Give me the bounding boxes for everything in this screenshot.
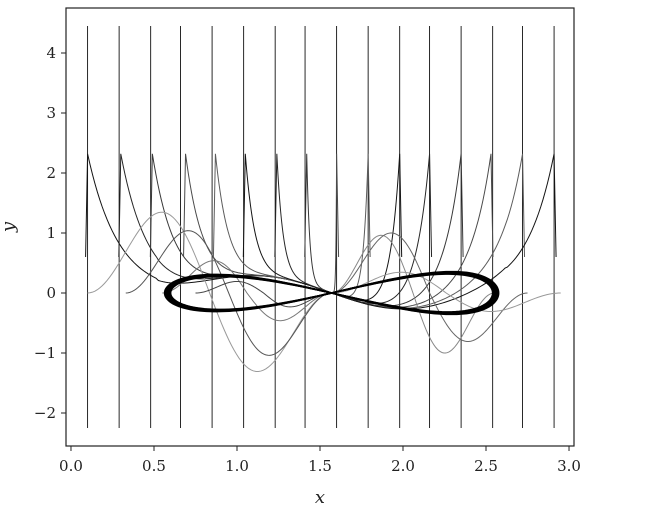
lobe-curve <box>331 232 528 342</box>
spike-curve <box>274 153 332 294</box>
y-tick-label: 4 <box>46 44 56 62</box>
x-axis: 0.0 0.5 1.0 1.5 2.0 2.5 3.0 <box>59 446 581 475</box>
y-tick-label: 0 <box>46 284 56 302</box>
plot-frame <box>65 7 575 447</box>
x-axis-label: x <box>315 487 325 508</box>
loop-curve <box>163 270 500 316</box>
lobe-curve <box>125 230 332 356</box>
x-tick-label: 3.0 <box>557 457 581 475</box>
spike-curve <box>331 153 557 310</box>
x-tick-label: 1.5 <box>308 457 332 475</box>
y-tick-label: −1 <box>34 344 56 362</box>
y-axis: −2 −1 0 1 2 3 4 <box>34 44 66 422</box>
y-axis-label: y <box>0 221 19 233</box>
spike-curve <box>331 153 494 308</box>
x-tick-label: 2.0 <box>391 457 415 475</box>
spike-curve <box>331 153 340 294</box>
x-tick-label: 1.0 <box>225 457 249 475</box>
y-tick-label: 2 <box>46 164 56 182</box>
lobe-curve <box>331 234 495 354</box>
x-tick-label: 0.5 <box>142 457 166 475</box>
lobe-curve <box>195 280 332 308</box>
y-tick-label: 3 <box>46 104 56 122</box>
lobe-curve <box>87 211 332 372</box>
lobe-curve <box>162 260 332 322</box>
spike-curve <box>85 153 332 294</box>
y-tick-label: −2 <box>34 404 56 422</box>
x-tick-label: 0.0 <box>59 457 83 475</box>
plot-area <box>85 26 561 428</box>
x-tick-label: 2.5 <box>474 457 498 475</box>
lobe-curve <box>331 271 561 312</box>
spike-curve <box>212 153 332 294</box>
spike-curve <box>304 153 332 294</box>
spike-curve <box>331 153 464 307</box>
spike-curve <box>149 153 332 294</box>
y-tick-label: 1 <box>46 224 56 242</box>
